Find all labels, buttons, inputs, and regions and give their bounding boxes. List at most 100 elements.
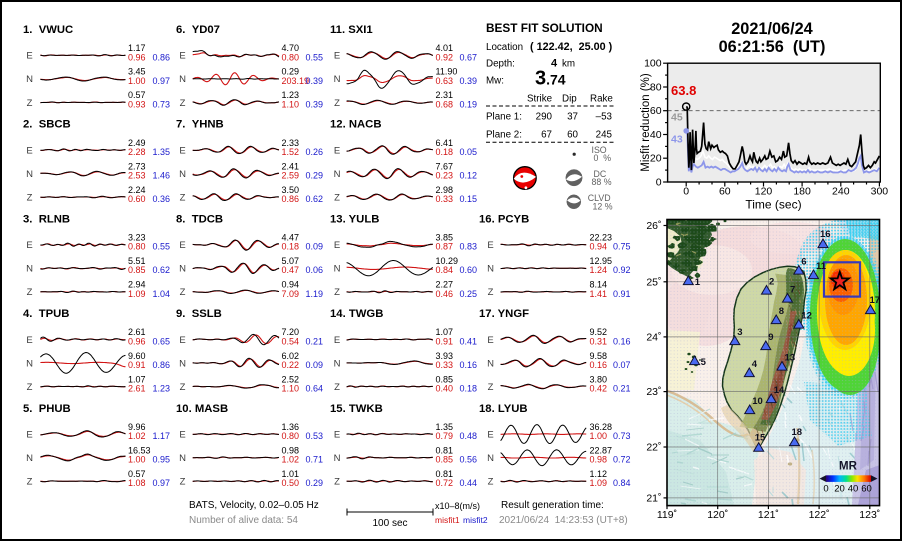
svg-text:14: 14 bbox=[774, 385, 785, 396]
svg-text:0.60: 0.60 bbox=[128, 194, 146, 204]
svg-text:37: 37 bbox=[567, 112, 578, 123]
svg-text:Depth:: Depth: bbox=[486, 59, 515, 70]
svg-text:Z: Z bbox=[334, 382, 340, 393]
svg-text:0.72: 0.72 bbox=[436, 478, 454, 488]
svg-text:0.39: 0.39 bbox=[306, 99, 324, 109]
svg-text:2: 2 bbox=[769, 277, 774, 288]
svg-text:N: N bbox=[334, 169, 341, 180]
svg-text:E: E bbox=[334, 335, 340, 346]
svg-text:67: 67 bbox=[541, 130, 552, 141]
svg-text:7. YHNB: 7. YHNB bbox=[176, 119, 224, 131]
svg-text:120˚: 120˚ bbox=[707, 509, 728, 521]
svg-text:0.80: 0.80 bbox=[128, 242, 146, 252]
svg-text:CLVD: CLVD bbox=[588, 193, 611, 203]
svg-text:N: N bbox=[179, 264, 186, 275]
svg-text:N: N bbox=[334, 358, 341, 369]
svg-text:0.31: 0.31 bbox=[590, 336, 608, 346]
svg-text:43: 43 bbox=[671, 134, 683, 146]
svg-text:0.62: 0.62 bbox=[153, 265, 171, 275]
svg-text:0.64: 0.64 bbox=[306, 384, 324, 394]
svg-text:0.05: 0.05 bbox=[460, 147, 478, 157]
svg-text:0.09: 0.09 bbox=[306, 242, 324, 252]
svg-text:06:21:56 (UT): 06:21:56 (UT) bbox=[719, 38, 826, 56]
svg-text:4.70: 4.70 bbox=[282, 43, 300, 53]
svg-text:( 122.42, 25.00 ): ( 122.42, 25.00 ) bbox=[530, 41, 613, 53]
svg-text:80: 80 bbox=[650, 82, 662, 94]
svg-text:18: 18 bbox=[792, 427, 803, 438]
svg-text:40: 40 bbox=[848, 484, 859, 495]
svg-text:0.55: 0.55 bbox=[306, 52, 324, 62]
svg-text:180: 180 bbox=[793, 186, 811, 198]
svg-text:0.60: 0.60 bbox=[460, 265, 478, 275]
svg-text:1.35: 1.35 bbox=[436, 422, 454, 432]
svg-text:7.09: 7.09 bbox=[282, 289, 300, 299]
svg-text:10. MASB: 10. MASB bbox=[176, 403, 228, 415]
svg-text:0.98: 0.98 bbox=[590, 455, 608, 465]
svg-text:0: 0 bbox=[823, 484, 828, 495]
svg-text:0.65: 0.65 bbox=[153, 336, 171, 346]
svg-text:4: 4 bbox=[551, 58, 558, 70]
svg-text:E: E bbox=[26, 335, 32, 346]
svg-text:km: km bbox=[562, 59, 575, 70]
svg-text:0: 0 bbox=[683, 186, 689, 198]
svg-text:203.19: 203.19 bbox=[282, 76, 310, 86]
svg-text:0.79: 0.79 bbox=[436, 431, 454, 441]
svg-text:100: 100 bbox=[644, 58, 662, 70]
svg-text:9.60: 9.60 bbox=[128, 351, 146, 361]
svg-text:0.33: 0.33 bbox=[436, 194, 454, 204]
svg-text:0.46: 0.46 bbox=[436, 289, 454, 299]
svg-text:10: 10 bbox=[752, 396, 763, 407]
svg-text:36.28: 36.28 bbox=[590, 422, 613, 432]
svg-text:1.08: 1.08 bbox=[128, 478, 146, 488]
svg-text:0.91: 0.91 bbox=[128, 360, 146, 370]
svg-text:9: 9 bbox=[768, 332, 773, 343]
svg-text:Z: Z bbox=[27, 193, 33, 204]
svg-text:Mw:: Mw: bbox=[486, 76, 504, 87]
svg-text:0.94: 0.94 bbox=[282, 280, 300, 290]
svg-text:–53: –53 bbox=[596, 112, 613, 123]
svg-text:0.47: 0.47 bbox=[282, 265, 300, 275]
svg-text:11: 11 bbox=[816, 261, 827, 272]
svg-text:6: 6 bbox=[801, 257, 806, 268]
svg-text:Plane 2:: Plane 2: bbox=[486, 130, 522, 141]
svg-text:DC: DC bbox=[594, 169, 607, 179]
svg-text:0.18: 0.18 bbox=[460, 384, 478, 394]
svg-text:245: 245 bbox=[596, 130, 613, 141]
svg-text:0.16: 0.16 bbox=[460, 360, 478, 370]
svg-text:2.24: 2.24 bbox=[128, 185, 146, 195]
svg-text:0.81: 0.81 bbox=[436, 469, 454, 479]
svg-text:12 %: 12 % bbox=[593, 201, 613, 211]
svg-text:0.41: 0.41 bbox=[460, 336, 478, 346]
svg-text:16.53: 16.53 bbox=[128, 446, 151, 456]
svg-text:E: E bbox=[334, 145, 340, 156]
svg-text:11.90: 11.90 bbox=[436, 67, 458, 77]
svg-text:11. SXI1: 11. SXI1 bbox=[330, 24, 373, 36]
svg-text:E: E bbox=[179, 430, 185, 441]
svg-text:40: 40 bbox=[650, 129, 662, 141]
svg-text:N: N bbox=[334, 453, 341, 464]
svg-text:60: 60 bbox=[861, 484, 872, 495]
svg-text:0.39: 0.39 bbox=[460, 76, 478, 86]
svg-text:Misfit reduction (%): Misfit reduction (%) bbox=[640, 73, 652, 172]
svg-text:N: N bbox=[487, 453, 494, 464]
svg-text:Time (sec): Time (sec) bbox=[745, 198, 801, 212]
svg-text:16: 16 bbox=[820, 229, 831, 240]
svg-text:BEST FIT SOLUTION: BEST FIT SOLUTION bbox=[486, 21, 603, 35]
svg-text:1.23: 1.23 bbox=[282, 90, 300, 100]
svg-text:E: E bbox=[179, 335, 185, 346]
svg-text:20: 20 bbox=[834, 484, 845, 495]
svg-text:0.09: 0.09 bbox=[306, 360, 324, 370]
svg-text:1.10: 1.10 bbox=[282, 384, 300, 394]
svg-text:N: N bbox=[26, 169, 33, 180]
svg-text:E: E bbox=[26, 240, 32, 251]
svg-text:0.42: 0.42 bbox=[590, 384, 608, 394]
svg-text:1.07: 1.07 bbox=[436, 327, 454, 337]
svg-text:121˚: 121˚ bbox=[758, 509, 779, 521]
svg-text:1. VWUC: 1. VWUC bbox=[23, 24, 73, 36]
svg-text:17: 17 bbox=[870, 295, 881, 306]
svg-text:0.75: 0.75 bbox=[613, 242, 631, 252]
svg-text:N: N bbox=[26, 264, 33, 275]
svg-text:1.09: 1.09 bbox=[128, 289, 146, 299]
svg-text:0.63: 0.63 bbox=[436, 76, 454, 86]
svg-text:0.80: 0.80 bbox=[282, 431, 300, 441]
